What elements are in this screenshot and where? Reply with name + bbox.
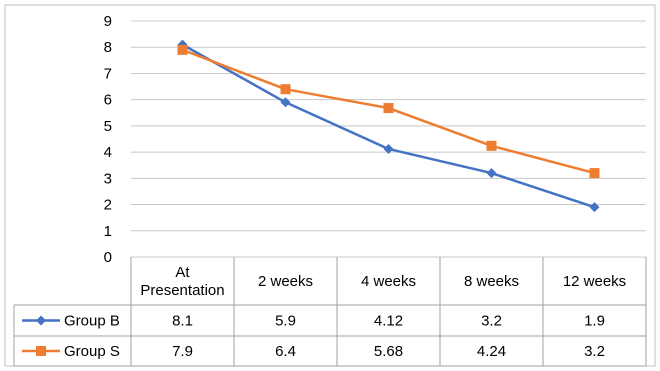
y-axis-tick-labels: 0 1 2 3 4 5 6 7 8 9 [104,13,112,266]
table-value-cell: 1.9 [584,313,605,330]
table-value-cell: 4.24 [477,343,506,360]
table-value-cell: 8.1 [172,313,193,330]
table-value-cell: 3.2 [481,313,502,330]
category-label: At Presentation [140,264,224,299]
data-point-diamond [280,97,291,108]
y-tick-label: 8 [104,39,112,56]
data-point-diamond [589,202,600,213]
chart-frame [4,4,656,367]
y-tick-label: 5 [104,118,112,135]
y-tick-label: 6 [104,92,112,109]
y-tick-label: 1 [104,223,112,240]
y-tick-label: 2 [104,197,112,214]
y-tick-label: 9 [104,13,112,30]
data-point-square [177,44,188,55]
table-value-cell: 3.2 [584,343,605,360]
legend-marker-diamond [36,315,46,326]
y-tick-label: 0 [104,249,112,266]
legend-marker-square [36,346,46,356]
legend-series-name: Group S [64,343,120,360]
table-value-cell: 6.4 [275,343,296,360]
y-tick-label: 4 [104,144,112,161]
y-tick-label: 3 [104,170,112,187]
category-label: 4 weeks [361,273,416,290]
data-point-diamond [486,168,497,179]
category-label: 12 weeks [563,273,626,290]
table-value-cell: 5.9 [275,313,296,330]
legend-series-name: Group B [64,313,120,330]
gridlines [131,20,646,258]
data-point-square [383,103,394,114]
series-group-s [177,44,600,179]
data-table: At Presentation 2 weeks 4 weeks 8 weeks 12 we… [13,257,647,367]
y-tick-label: 7 [104,65,112,82]
data-point-square [589,168,600,179]
data-point-square [486,140,497,151]
table-value-cell: 4.12 [374,313,403,330]
data-point-square [280,84,291,95]
plot-series [177,39,600,213]
data-point-diamond [383,143,394,154]
table-value-cell: 7.9 [172,343,193,360]
table-value-cell: 5.68 [374,343,403,360]
category-label: 8 weeks [464,273,519,290]
category-label: 2 weeks [258,273,313,290]
